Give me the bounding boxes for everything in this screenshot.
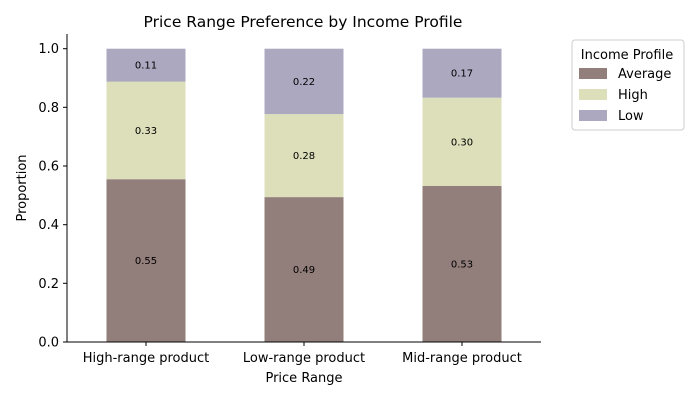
bar-segment	[422, 97, 502, 186]
legend-label: Average	[618, 67, 671, 82]
legend-swatch	[579, 110, 607, 121]
bar-segment	[106, 179, 186, 342]
legend-swatch	[579, 89, 607, 100]
x-tick-label: Mid-range product	[402, 351, 522, 366]
bar-segment	[422, 185, 502, 342]
data-label: 0.22	[293, 77, 315, 88]
chart-title: Price Range Preference by Income Profile	[144, 13, 463, 31]
bars-layer: 0.55 0.33 0.11 0.49 0.28 0.22 0.53 0.30 0.17	[106, 48, 502, 342]
bar-segment	[106, 48, 186, 82]
legend-items: Average High Low	[579, 67, 671, 124]
data-label: 0.11	[135, 61, 157, 72]
y-axis-title: Proportion	[15, 154, 30, 221]
y-tick-label: 0.2	[38, 277, 59, 292]
y-ticks: 0.0 0.2 0.4 0.6 0.8 1.0	[38, 42, 67, 351]
x-ticks: High-range product Low-range product Mid-r…	[83, 342, 522, 366]
bar-segment	[264, 48, 344, 115]
legend: Income Profile Average High Low	[571, 39, 685, 131]
data-label: 0.55	[135, 256, 157, 267]
x-tick-label: High-range product	[83, 351, 210, 366]
data-label: 0.28	[293, 151, 315, 162]
y-tick-label: 0.6	[38, 160, 59, 175]
data-label: 0.53	[451, 260, 473, 271]
bar-segment	[264, 197, 344, 342]
legend-title: Income Profile	[581, 48, 673, 63]
y-tick-label: 0.4	[38, 218, 59, 233]
legend-swatch	[579, 68, 607, 79]
y-tick-label: 0.0	[38, 336, 59, 351]
y-tick-label: 1.0	[38, 42, 59, 57]
y-tick-label: 0.8	[38, 101, 59, 116]
x-axis-title: Price Range	[265, 371, 342, 386]
x-tick-label: Low-range product	[243, 351, 365, 366]
bar-segment	[106, 81, 186, 180]
legend-frame	[571, 39, 685, 131]
legend-label: High	[618, 88, 648, 103]
data-label: 0.49	[293, 265, 315, 276]
bar-segment	[264, 114, 344, 198]
bar-segment	[422, 48, 502, 98]
data-label: 0.17	[451, 69, 473, 80]
data-label: 0.33	[135, 126, 157, 137]
data-label: 0.30	[451, 137, 473, 148]
legend-label: Low	[618, 109, 644, 124]
